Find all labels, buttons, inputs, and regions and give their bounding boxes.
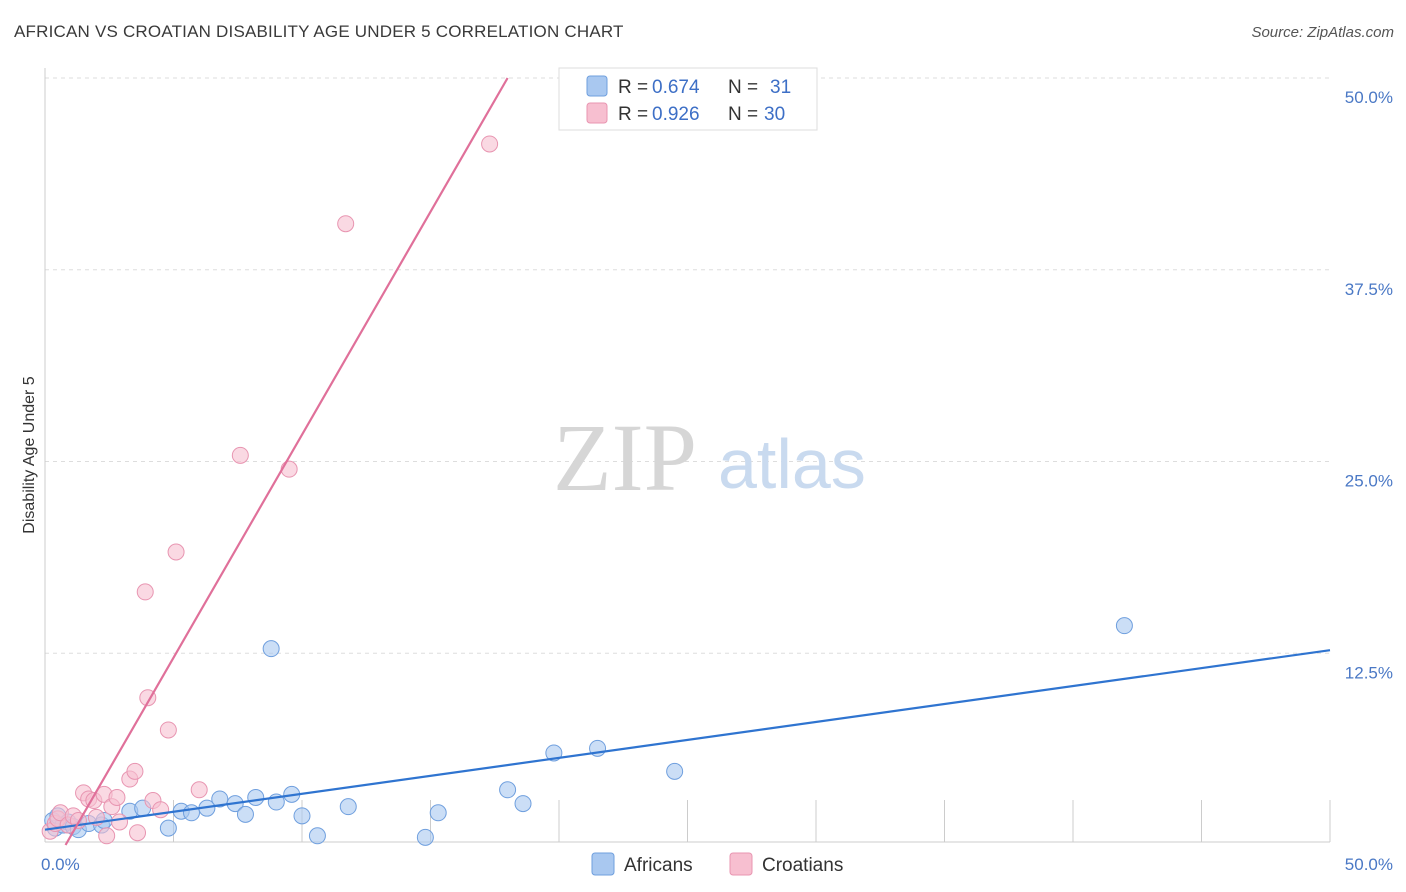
trend-lines	[44, 77, 1331, 846]
source-credit: Source: ZipAtlas.com	[1251, 24, 1394, 41]
african-point	[182, 804, 200, 822]
croatian-point	[167, 543, 185, 561]
bottom-legend-swatch-africans	[591, 852, 615, 876]
bottom-legend-label-croatians: Croatians	[762, 855, 843, 876]
croatian-point	[481, 135, 499, 153]
croatian-point	[231, 446, 249, 464]
african-trend-line	[44, 649, 1331, 831]
croatian-point	[136, 583, 154, 601]
bottom-legend-item-africans[interactable]: Africans	[591, 852, 693, 876]
croatian-point	[337, 215, 355, 233]
y-axis-label: Disability Age Under 5	[21, 376, 38, 534]
croatian-point	[129, 824, 147, 842]
african-point	[293, 807, 311, 825]
african-point	[262, 640, 280, 658]
bottom-legend-item-croatians[interactable]: Croatians	[729, 852, 843, 876]
chart-title: AFRICAN VS CROATIAN DISABILITY AGE UNDER…	[14, 22, 624, 41]
croatian-point	[108, 788, 126, 806]
y-tick-label: 12.5%	[1345, 663, 1393, 682]
african-point	[429, 804, 447, 822]
african-point	[236, 805, 254, 823]
y-tick-label: 37.5%	[1345, 280, 1393, 299]
y-tick-label: 25.0%	[1345, 472, 1393, 491]
y-tick-labels: 12.5% 25.0% 37.5% 50.0%	[1345, 88, 1393, 682]
croatians-points	[41, 135, 499, 845]
bottom-legend: Africans Croatians	[591, 852, 843, 876]
legend-n-value-croatians: 30	[764, 104, 785, 125]
croatian-point	[98, 827, 116, 845]
african-point	[247, 788, 265, 806]
african-point	[666, 762, 684, 780]
croatian-point	[159, 721, 177, 739]
legend-swatch-africans	[586, 75, 608, 97]
x-tick-labels: 0.0% 50.0%	[41, 855, 1393, 874]
legend: R = 0.674 N = 31 R = 0.926 N = 30	[558, 67, 818, 131]
x-tick-label: 0.0%	[41, 855, 80, 874]
african-point	[159, 819, 177, 837]
african-point	[1115, 617, 1133, 635]
axes	[44, 68, 1330, 843]
legend-r-label-africans: R =	[618, 77, 648, 98]
watermark-zip: ZIP	[553, 404, 697, 511]
legend-r-value-africans: 0.674	[652, 77, 700, 98]
legend-swatch-croatians	[586, 102, 608, 124]
croatian-point	[190, 781, 208, 799]
legend-row-africans[interactable]: R = 0.674 N = 31	[586, 75, 791, 98]
african-point	[416, 828, 434, 846]
legend-n-label-africans: N =	[728, 77, 758, 98]
bottom-legend-swatch-croatians	[729, 852, 753, 876]
african-point	[499, 781, 517, 799]
african-point	[211, 790, 229, 808]
african-point	[308, 827, 326, 845]
legend-n-value-africans: 31	[770, 77, 791, 98]
x-tick-label: 50.0%	[1345, 855, 1393, 874]
legend-r-label-croatians: R =	[618, 104, 648, 125]
croatian-point	[280, 460, 298, 478]
croatian-point	[126, 762, 144, 780]
bottom-legend-label-africans: Africans	[624, 855, 693, 876]
watermark-atlas: atlas	[718, 425, 866, 503]
croatian-trend-line	[64, 77, 509, 846]
croatian-point	[111, 813, 129, 831]
legend-row-croatians[interactable]: R = 0.926 N = 30	[586, 102, 785, 125]
watermark: ZIP atlas	[553, 404, 866, 511]
y-tick-label: 50.0%	[1345, 88, 1393, 107]
african-point	[339, 798, 357, 816]
africans-points	[44, 617, 1133, 846]
african-point	[514, 795, 532, 813]
legend-r-value-croatians: 0.926	[652, 104, 700, 125]
legend-n-label-croatians: N =	[728, 104, 758, 125]
